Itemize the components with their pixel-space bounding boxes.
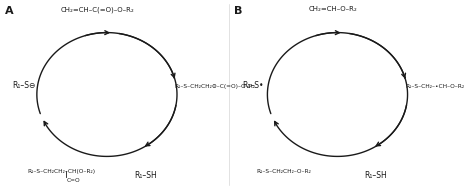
Text: R₁–SH: R₁–SH	[134, 171, 157, 180]
Text: R₁–S•: R₁–S•	[243, 81, 264, 90]
Text: R₁–S⊖: R₁–S⊖	[12, 81, 36, 90]
Text: CH₂=CH–C(=O)–O–R₂: CH₂=CH–C(=O)–O–R₂	[61, 6, 135, 13]
Text: C=O: C=O	[66, 178, 80, 183]
Text: R₁–S–CH₂CH₂⊖–C(=O)–O–R₂: R₁–S–CH₂CH₂⊖–C(=O)–O–R₂	[175, 84, 256, 89]
Text: R₁–S–CH₂CH₂–CH(O–R₂): R₁–S–CH₂CH₂–CH(O–R₂)	[28, 169, 96, 174]
Text: R₁–S–CH₂CH₂–O–R₂: R₁–S–CH₂CH₂–O–R₂	[256, 169, 311, 174]
Text: A: A	[5, 6, 14, 16]
Text: B: B	[234, 6, 242, 16]
Text: CH₂=CH–O–R₂: CH₂=CH–O–R₂	[309, 6, 357, 12]
Text: R₁–S–CH₂–•CH–O–R₂: R₁–S–CH₂–•CH–O–R₂	[405, 84, 465, 89]
Text: R₁–SH: R₁–SH	[365, 171, 387, 180]
